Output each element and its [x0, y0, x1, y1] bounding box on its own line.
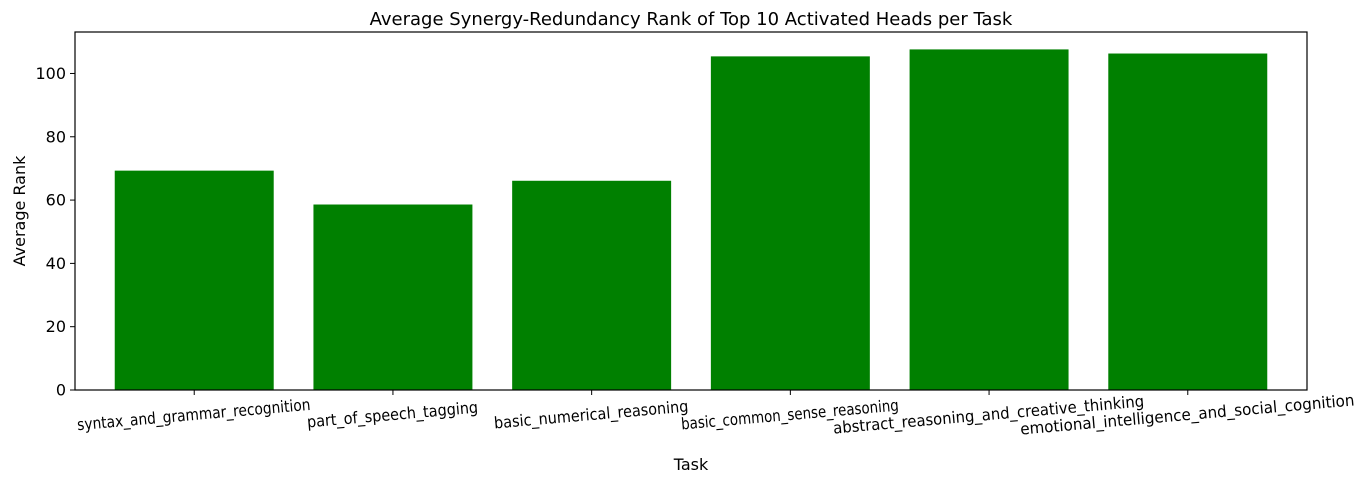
y-tick-label: 100	[35, 64, 66, 83]
bar-syntax_and_grammar_recognition	[114, 170, 274, 390]
y-tick-label: 60	[46, 191, 66, 210]
x-axis-label: Task	[673, 455, 709, 474]
plot-frame	[74, 31, 1308, 391]
bar-basic_numerical_reasoning	[512, 180, 672, 390]
x-ticks-layer: syntax_and_grammar_recognitionpart_of_sp…	[76, 390, 1355, 440]
y-tick-label: 40	[46, 254, 66, 273]
x-tick-label: basic_numerical_reasoning	[493, 397, 689, 434]
y-tick-label: 20	[46, 317, 66, 336]
y-tick-label: 0	[56, 381, 66, 400]
x-tick-label: syntax_and_grammar_recognition	[76, 395, 311, 435]
chart-title: Average Synergy-Redundancy Rank of Top 1…	[370, 9, 1013, 30]
y-ticks-layer: 0 20 40 60 80 100	[35, 64, 75, 400]
x-tick-label: part_of_speech_tagging	[306, 398, 479, 433]
bar-part_of_speech_tagging	[313, 204, 473, 390]
y-tick-label: 80	[46, 127, 66, 146]
y-axis-label: Average Rank	[10, 155, 29, 267]
bar-abstract_reasoning_and_creative_thinking	[909, 49, 1069, 390]
bar-emotional_intelligence_and_social_cognition	[1108, 53, 1268, 391]
bar-basic_common_sense_reasoning	[710, 56, 870, 391]
bars-layer	[114, 49, 1268, 391]
